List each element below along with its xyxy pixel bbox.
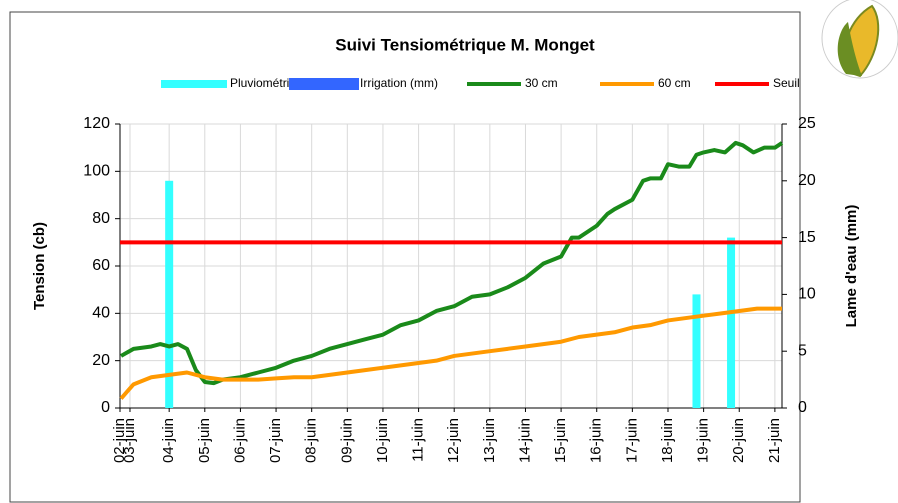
- legend-swatch: [159, 78, 229, 90]
- x-tick-label: 02-juin: [111, 418, 128, 463]
- x-tick-label: 18-juin: [659, 418, 676, 463]
- y2-tick-label: 15: [798, 229, 816, 246]
- line: [120, 140, 784, 386]
- x-tick-label: 13-juin: [481, 418, 498, 463]
- x-tick-label: 21-juin: [766, 418, 783, 463]
- x-tick-label: 06-juin: [231, 418, 248, 463]
- legend-label: 60 cm: [658, 76, 691, 90]
- legend-label: Seuil: [773, 76, 800, 90]
- x-tick-label: 03-juin: [121, 418, 138, 463]
- x-tick-label: 20-juin: [730, 418, 747, 463]
- bar: [692, 294, 701, 408]
- chart-title: Suivi Tensiométrique M. Monget: [335, 35, 595, 54]
- y-tick-label: 20: [92, 352, 110, 369]
- x-tick-label: 15-juin: [552, 418, 569, 463]
- x-tick-label: 17-juin: [623, 418, 640, 463]
- x-tick-label: 14-juin: [516, 418, 533, 463]
- y-tick-label: 100: [83, 163, 110, 180]
- legend-label: 30 cm: [525, 76, 558, 90]
- x-tick-label: 04-juin: [160, 418, 177, 463]
- x-tick-label: 19-juin: [695, 418, 712, 463]
- x-tick-label: 05-juin: [196, 418, 213, 463]
- x-tick-label: 07-juin: [267, 418, 284, 463]
- x-tick-label: 16-juin: [588, 418, 605, 463]
- y2-axis-label: Lame d'eau (mm): [843, 205, 860, 328]
- y-tick-label: 40: [92, 305, 110, 322]
- y-tick-label: 80: [92, 210, 110, 227]
- legend-label: Irrigation (mm): [360, 76, 438, 90]
- legend-swatch: [289, 78, 359, 90]
- y2-tick-label: 20: [798, 172, 816, 189]
- y-axis-label: Tension (cb): [31, 222, 48, 310]
- x-tick-label: 10-juin: [374, 418, 391, 463]
- x-tick-label: 09-juin: [338, 418, 355, 463]
- x-tick-label: 08-juin: [303, 418, 320, 463]
- x-tick-label: 11-juin: [410, 418, 427, 462]
- bar: [727, 237, 736, 408]
- y-tick-label: 0: [101, 399, 110, 416]
- bar: [165, 180, 174, 408]
- x-tick-label: 12-juin: [445, 418, 462, 463]
- corn-icon: [821, 0, 898, 79]
- y-tick-label: 120: [83, 115, 110, 132]
- y2-tick-label: 25: [798, 115, 816, 132]
- y2-tick-label: 0: [798, 399, 807, 416]
- y2-tick-label: 10: [798, 286, 816, 303]
- line: [119, 306, 782, 400]
- y2-tick-label: 5: [798, 342, 807, 359]
- y-tick-label: 60: [92, 257, 110, 274]
